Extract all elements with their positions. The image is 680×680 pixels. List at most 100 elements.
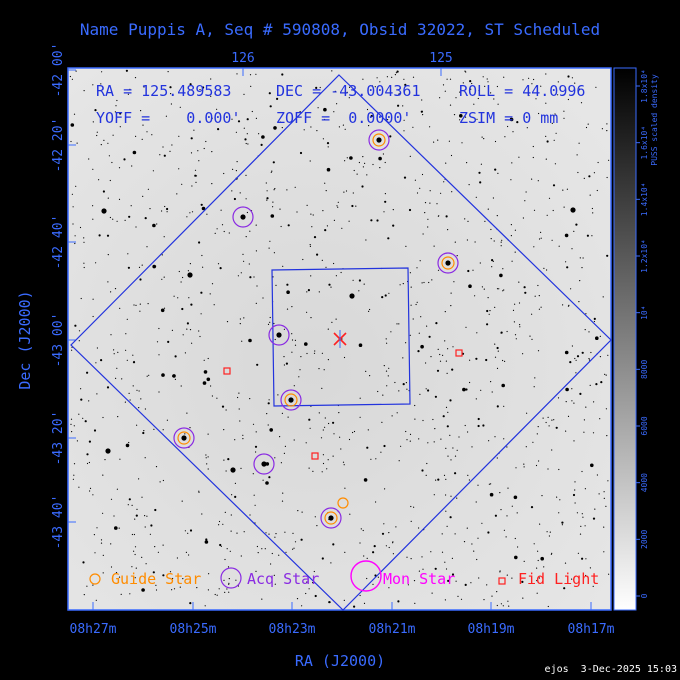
background-star [110,543,112,545]
background-star [115,572,118,574]
background-star [450,495,452,497]
background-star [193,129,195,131]
background-star [216,594,218,596]
background-star [267,402,270,405]
background-star [343,599,345,602]
background-star [129,88,131,90]
background-star [588,175,591,178]
background-star [508,605,510,607]
background-star [487,208,489,210]
background-star [247,143,249,145]
background-star [281,73,284,76]
background-star [477,97,479,100]
background-star [388,546,390,549]
background-star [189,427,191,429]
background-star [92,298,94,300]
background-star [186,412,188,414]
background-star [386,76,388,78]
background-star [291,333,293,335]
background-star [141,556,143,559]
background-star [398,390,400,392]
colorbar-tick-label: 0 [640,593,649,598]
guide-star-marker [284,393,298,407]
background-star [131,566,133,568]
background-star [174,355,177,358]
background-star [383,211,385,213]
background-star [252,423,255,425]
background-star [256,545,258,548]
background-star [196,587,198,589]
background-star [73,425,75,427]
background-star [458,436,460,438]
background-star [106,234,110,237]
background-star [383,444,386,448]
background-star [421,173,424,176]
background-star [293,385,295,387]
background-star [221,224,224,226]
background-star [574,481,576,483]
background-star [162,429,164,431]
background-star [321,387,323,389]
background-star [409,155,411,157]
background-star [473,103,475,105]
background-star [182,578,184,580]
background-star [348,97,350,99]
background-star [595,336,599,341]
background-star [464,424,466,427]
background-star [585,313,587,315]
background-star [201,513,203,515]
background-star [135,135,137,137]
background-star [267,424,269,426]
background-star [123,158,126,161]
background-star [210,385,212,387]
background-star [531,83,533,85]
background-star [223,172,225,175]
background-star [606,176,608,179]
colorbar-tick-label: 2000 [640,530,649,549]
background-star [487,81,489,83]
background-star [395,526,397,528]
background-star [126,318,128,320]
background-star [578,88,581,90]
background-star [206,377,211,382]
legend-fid-label: Fid Light [518,570,599,588]
background-star [384,488,386,490]
background-star [583,431,585,433]
background-star [374,86,376,88]
background-star [564,350,569,355]
background-star [451,191,453,193]
background-star [245,174,247,176]
background-star [166,419,168,421]
background-star [237,275,239,277]
acq-star-marker [268,324,290,346]
background-star [410,558,412,560]
background-star [135,226,137,228]
background-star [467,220,469,222]
background-star [74,324,77,327]
background-star [98,234,101,237]
background-star [476,558,478,561]
background-star [227,458,230,461]
background-star [584,525,586,527]
background-star [573,230,575,232]
background-star [177,297,179,299]
yoff-value: YOFF = 0.000' [96,109,241,127]
background-star [467,431,469,433]
background-star [558,245,560,247]
background-star [333,262,335,265]
background-star [276,97,279,100]
background-star [593,401,595,403]
background-star [115,105,117,107]
background-star [579,392,582,395]
background-star [476,118,478,120]
background-star [133,360,135,363]
background-star [242,438,244,440]
background-star [286,290,290,295]
background-star [261,598,263,600]
background-star [506,446,508,448]
background-star [341,227,343,229]
background-star [326,142,330,145]
background-star [243,531,245,533]
background-star [78,413,80,415]
background-star [153,428,155,430]
